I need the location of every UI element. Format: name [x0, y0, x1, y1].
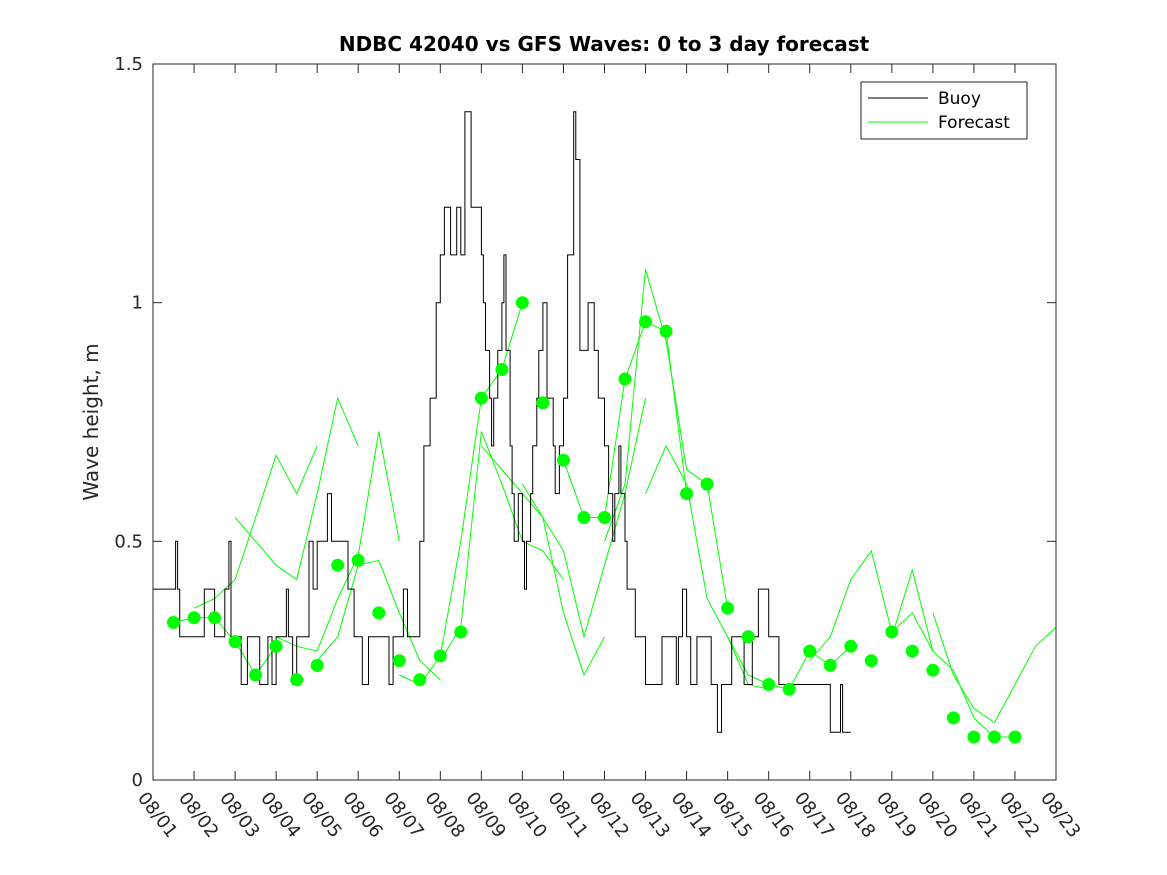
y-tick-label: 0	[132, 770, 143, 791]
x-tick-label: 08/22	[995, 788, 1043, 842]
forecast-marker	[639, 315, 652, 329]
forecast-marker	[803, 644, 817, 658]
forecast-marker	[208, 611, 222, 625]
forecast-marker	[392, 654, 406, 668]
forecast-marker	[269, 639, 283, 653]
x-tick-label: 08/01	[133, 788, 181, 842]
forecast-marker	[557, 453, 570, 467]
forecast-marker	[762, 678, 776, 691]
forecast-marker	[372, 606, 386, 620]
y-tick-label: 1.5	[114, 54, 143, 75]
forecast-line-3	[234, 396, 359, 581]
legend: Buoy Forecast	[860, 81, 1028, 140]
x-tick-label: 08/05	[297, 788, 345, 842]
x-tick-label: 08/09	[461, 788, 509, 842]
legend-buoy-label: Buoy	[938, 89, 981, 109]
y-axis-label: Wave height, m	[79, 343, 103, 500]
forecast-marker	[187, 611, 201, 625]
forecast-marker	[823, 658, 837, 672]
x-tick-label: 08/04	[256, 788, 304, 842]
forecast-marker	[967, 730, 981, 744]
x-tick-label: 08/16	[749, 788, 797, 842]
x-tick-label: 08/23	[1036, 788, 1084, 842]
forecast-marker	[946, 711, 960, 725]
forecast-marker	[659, 324, 673, 338]
forecast-marker	[474, 391, 488, 405]
forecast-marker	[167, 616, 180, 629]
forecast-marker	[228, 635, 242, 649]
forecast-marker	[310, 658, 324, 672]
forecast-marker	[290, 673, 304, 687]
chart-title: NDBC 42040 vs GFS Waves: 0 to 3 day fore…	[339, 32, 870, 56]
forecast-marker	[249, 668, 263, 682]
forecast-marker	[433, 649, 447, 663]
forecast-marker	[536, 396, 550, 410]
forecast-marker	[987, 730, 1001, 744]
forecast-marker	[515, 296, 529, 310]
forecast-marker	[782, 682, 796, 696]
y-tick-label: 0.5	[114, 531, 143, 552]
x-tick-label: 08/12	[585, 788, 633, 842]
x-tick-label: 08/02	[174, 788, 222, 842]
forecast-marker	[598, 511, 611, 524]
x-tick-label: 08/10	[502, 788, 550, 842]
forecast-marker	[926, 663, 940, 677]
x-tick-label: 08/11	[544, 788, 592, 842]
x-tick-label: 08/03	[215, 788, 263, 842]
forecast-marker	[700, 477, 714, 491]
forecast-line-14	[809, 549, 934, 662]
forecast-marker	[864, 654, 878, 668]
forecast-marker	[1008, 730, 1022, 744]
x-tick-label: 08/21	[954, 788, 1002, 842]
y-tick-label: 1	[132, 293, 143, 314]
forecast-marker	[741, 630, 755, 644]
forecast-marker	[844, 639, 858, 653]
marker-layer	[167, 296, 1022, 744]
x-tick-label: 08/08	[420, 788, 468, 842]
x-tick-label: 08/13	[626, 788, 674, 842]
forecast-line-5	[316, 559, 441, 681]
buoy-line	[153, 111, 851, 733]
legend-forecast-label: Forecast	[938, 113, 1010, 133]
forecast-marker	[885, 625, 899, 639]
x-tick-label: 08/17	[790, 788, 838, 842]
x-tick-label: 08/15	[708, 788, 756, 842]
forecast-marker	[905, 644, 919, 658]
forecast-marker	[680, 487, 694, 501]
x-tick-label: 08/14	[667, 788, 715, 842]
x-tick-label: 08/18	[831, 788, 879, 842]
forecast-marker	[577, 511, 591, 524]
forecast-marker	[331, 558, 345, 572]
x-tick-label: 08/20	[913, 788, 961, 842]
forecast-marker	[721, 601, 735, 615]
legend-box	[860, 81, 1028, 140]
forecast-marker	[413, 673, 427, 687]
x-tick-label: 08/07	[379, 788, 427, 842]
forecast-line-16	[932, 612, 1057, 724]
forecast-marker	[351, 553, 365, 567]
forecast-marker	[454, 625, 468, 639]
forecast-marker	[618, 372, 632, 386]
x-tick-label: 08/19	[872, 788, 920, 842]
forecast-marker	[495, 363, 509, 376]
x-tick-label: 08/06	[338, 788, 386, 842]
